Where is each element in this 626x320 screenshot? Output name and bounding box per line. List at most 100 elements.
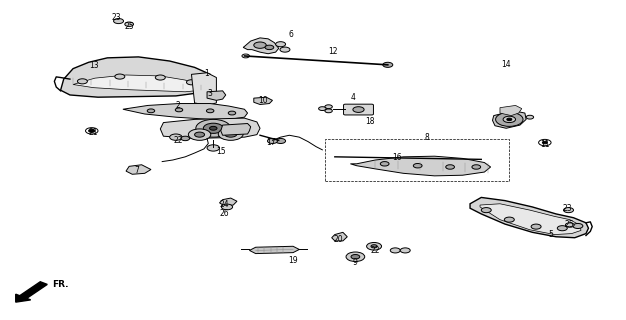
- Text: 4: 4: [351, 93, 356, 102]
- Circle shape: [265, 45, 274, 50]
- Circle shape: [187, 80, 197, 85]
- Polygon shape: [61, 57, 213, 97]
- Text: 20: 20: [333, 236, 343, 244]
- Text: 7: 7: [135, 166, 140, 175]
- Circle shape: [280, 47, 290, 52]
- Circle shape: [542, 141, 547, 144]
- Polygon shape: [249, 246, 299, 253]
- Text: 22: 22: [371, 246, 380, 255]
- Text: 26: 26: [220, 209, 229, 218]
- Circle shape: [367, 243, 382, 250]
- Circle shape: [225, 131, 237, 137]
- Polygon shape: [480, 204, 581, 235]
- Text: 16: 16: [393, 153, 402, 162]
- Text: 6: 6: [289, 30, 294, 39]
- Text: 9: 9: [353, 258, 358, 267]
- Circle shape: [565, 223, 574, 227]
- Circle shape: [125, 22, 133, 27]
- Polygon shape: [221, 124, 250, 135]
- Circle shape: [181, 136, 190, 141]
- Text: 24: 24: [220, 200, 229, 209]
- Circle shape: [267, 139, 277, 143]
- Circle shape: [78, 79, 88, 84]
- Circle shape: [381, 162, 389, 166]
- Text: 14: 14: [501, 60, 511, 69]
- Circle shape: [563, 208, 573, 213]
- Polygon shape: [160, 118, 260, 139]
- Circle shape: [413, 164, 422, 168]
- FancyBboxPatch shape: [344, 104, 374, 115]
- Circle shape: [170, 134, 182, 140]
- Circle shape: [573, 223, 583, 228]
- Polygon shape: [243, 38, 279, 54]
- Circle shape: [507, 118, 512, 121]
- Circle shape: [188, 129, 211, 140]
- Text: 3: 3: [208, 89, 213, 98]
- Circle shape: [175, 108, 183, 112]
- Polygon shape: [500, 105, 522, 116]
- Polygon shape: [493, 111, 526, 128]
- FancyArrow shape: [16, 282, 47, 302]
- Circle shape: [346, 252, 365, 261]
- Circle shape: [147, 109, 155, 113]
- Circle shape: [155, 75, 165, 80]
- Circle shape: [325, 105, 332, 108]
- Circle shape: [503, 116, 516, 123]
- Circle shape: [383, 62, 393, 68]
- Text: FR.: FR.: [53, 280, 69, 289]
- Text: 19: 19: [288, 256, 298, 265]
- Text: 18: 18: [366, 117, 375, 126]
- Polygon shape: [207, 91, 226, 100]
- Circle shape: [446, 165, 454, 169]
- Text: 12: 12: [328, 47, 337, 56]
- Circle shape: [218, 128, 243, 140]
- Circle shape: [472, 165, 481, 169]
- Text: 17: 17: [266, 138, 275, 147]
- Polygon shape: [220, 198, 237, 206]
- Polygon shape: [332, 232, 347, 241]
- Polygon shape: [351, 156, 491, 176]
- Text: 23: 23: [563, 204, 572, 213]
- Circle shape: [400, 248, 410, 253]
- Circle shape: [115, 74, 125, 79]
- Text: 2: 2: [175, 101, 180, 110]
- Circle shape: [222, 204, 233, 210]
- Circle shape: [275, 139, 285, 143]
- Circle shape: [254, 42, 266, 48]
- Circle shape: [275, 42, 285, 47]
- Text: 11: 11: [540, 140, 550, 149]
- Text: 21: 21: [88, 128, 98, 137]
- Polygon shape: [192, 73, 217, 105]
- Circle shape: [207, 109, 214, 113]
- Circle shape: [531, 224, 541, 229]
- Circle shape: [319, 107, 326, 110]
- Circle shape: [481, 208, 491, 213]
- Circle shape: [496, 112, 523, 126]
- Circle shape: [196, 119, 231, 137]
- Polygon shape: [126, 165, 151, 174]
- Text: 25: 25: [565, 220, 575, 228]
- Circle shape: [526, 115, 533, 119]
- Circle shape: [207, 145, 220, 151]
- Circle shape: [113, 19, 123, 24]
- Circle shape: [390, 248, 400, 253]
- Text: 8: 8: [424, 133, 429, 142]
- Circle shape: [195, 132, 205, 137]
- Circle shape: [353, 107, 364, 112]
- Circle shape: [203, 123, 223, 133]
- Polygon shape: [254, 97, 272, 105]
- Circle shape: [89, 129, 95, 132]
- Text: 1: 1: [205, 69, 210, 78]
- Polygon shape: [470, 197, 588, 238]
- Text: 13: 13: [89, 61, 98, 70]
- Circle shape: [228, 111, 236, 115]
- Text: 15: 15: [216, 147, 225, 156]
- Circle shape: [557, 226, 567, 231]
- Circle shape: [325, 109, 332, 113]
- Polygon shape: [123, 104, 247, 119]
- Circle shape: [351, 254, 360, 259]
- Circle shape: [371, 245, 377, 248]
- Text: 10: 10: [259, 96, 268, 105]
- Text: 22: 22: [173, 136, 183, 145]
- Circle shape: [505, 217, 515, 222]
